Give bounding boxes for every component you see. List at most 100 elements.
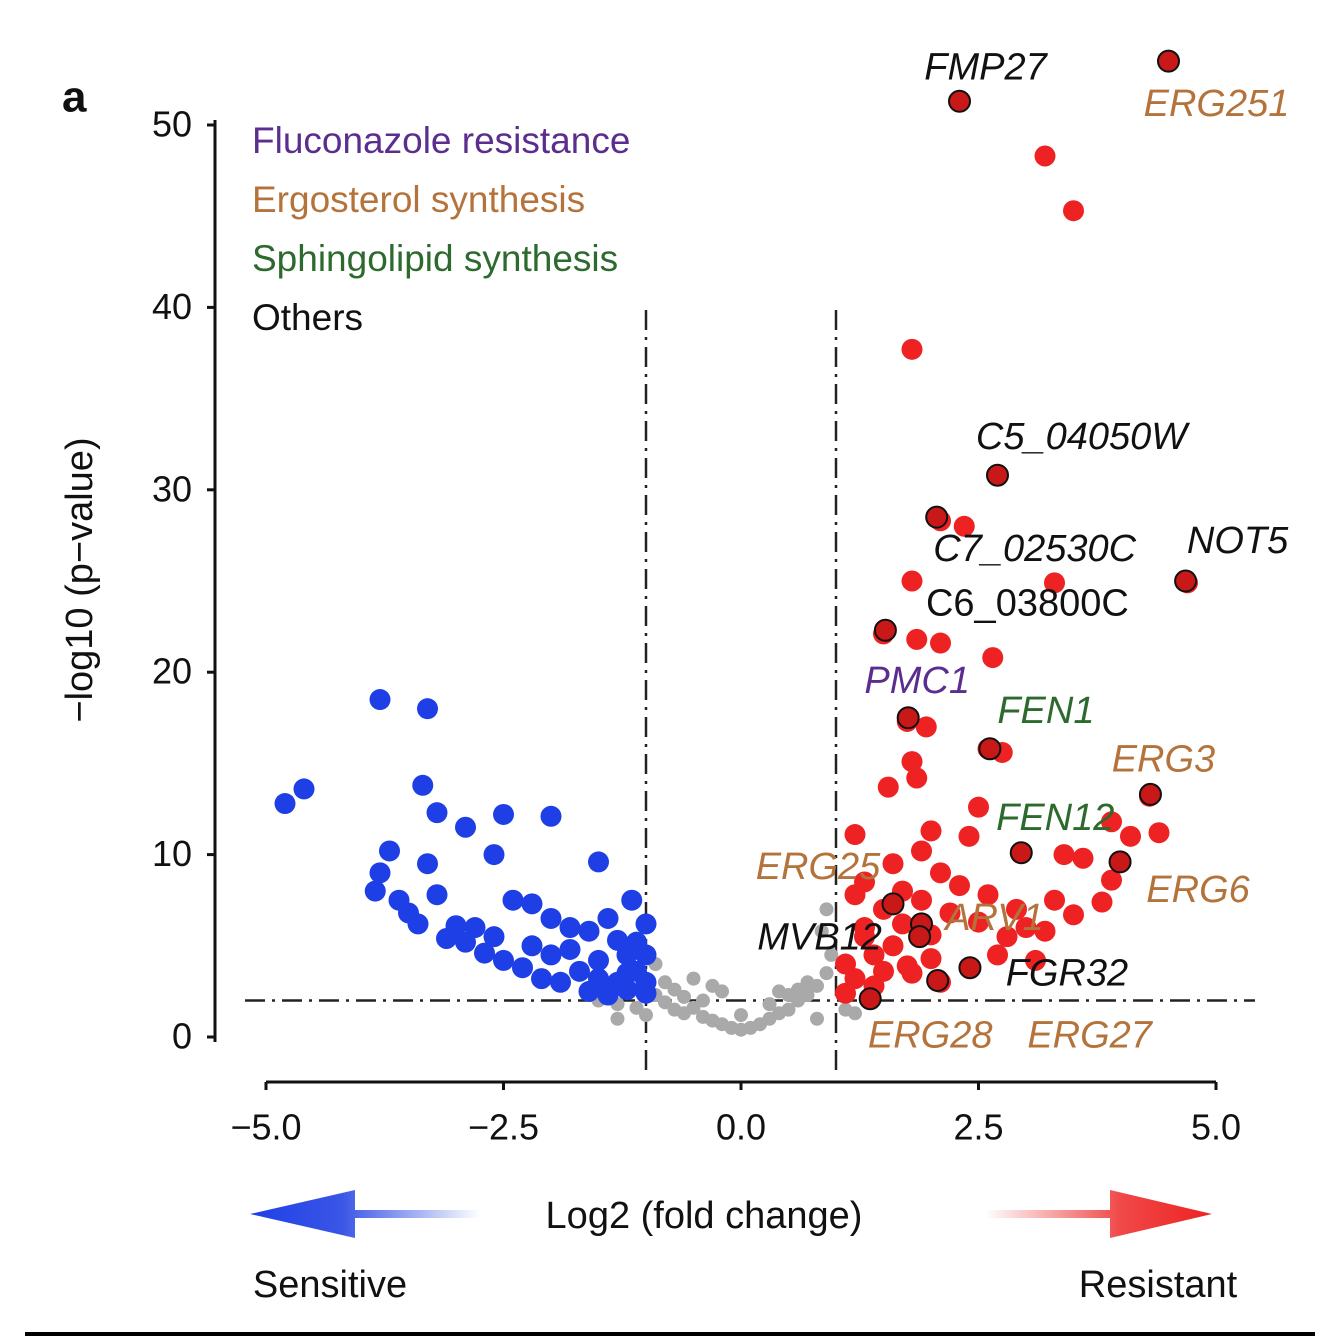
point xyxy=(854,926,875,948)
point xyxy=(1025,949,1046,971)
point xyxy=(987,944,1008,966)
point xyxy=(588,949,609,971)
point xyxy=(483,844,505,866)
point xyxy=(426,802,448,824)
y-axis-title: −log10 (p−value) xyxy=(59,437,101,722)
point xyxy=(559,917,581,939)
point xyxy=(274,793,296,815)
highlight-point xyxy=(896,706,920,730)
point xyxy=(559,938,581,960)
point xyxy=(896,955,918,977)
point xyxy=(540,907,562,929)
point xyxy=(686,971,701,986)
point xyxy=(436,928,457,950)
point xyxy=(588,851,609,873)
y-tick-label: 20 xyxy=(152,651,192,692)
point xyxy=(892,913,913,935)
point xyxy=(1063,904,1084,926)
point xyxy=(686,1000,701,1015)
highlight-point xyxy=(978,737,1002,761)
point xyxy=(493,949,514,971)
point xyxy=(474,942,495,964)
point xyxy=(658,995,672,1010)
gene-label: ARV1 xyxy=(943,897,1044,939)
gene-label: MVB12 xyxy=(757,917,882,959)
point xyxy=(512,957,533,979)
point xyxy=(911,889,932,911)
point xyxy=(939,902,961,924)
plot-area: 0 10 20 30 40 50 −5.0 −2.5 0.0 2.5 5.0 FMP27 ERG251 C… xyxy=(152,46,1289,1147)
point xyxy=(521,935,543,957)
highlight-point xyxy=(1009,841,1033,865)
x-tick-label: 5.0 xyxy=(1191,1107,1241,1148)
highlight-point xyxy=(1157,49,1180,73)
panel-label: a xyxy=(62,73,87,122)
point xyxy=(417,698,438,720)
point xyxy=(882,853,904,875)
gene-label: ERG25 xyxy=(756,846,881,888)
point xyxy=(412,774,434,796)
highlight-point xyxy=(958,956,982,980)
x-tick-label: −5.0 xyxy=(230,1107,301,1148)
gene-label: FGR32 xyxy=(1006,953,1128,995)
point xyxy=(920,948,942,970)
point xyxy=(915,716,937,738)
point xyxy=(882,935,904,957)
point xyxy=(417,853,438,875)
x-tick-label: 0.0 xyxy=(716,1107,766,1148)
point xyxy=(996,926,1018,948)
point xyxy=(578,920,600,942)
legend-entry: Others xyxy=(252,297,363,338)
gene-label: ERG6 xyxy=(1146,869,1250,911)
highlight-point xyxy=(1138,782,1162,806)
point xyxy=(734,1008,748,1023)
point xyxy=(493,803,514,825)
point xyxy=(1063,200,1084,222)
gene-label: C6_03800C xyxy=(926,582,1129,624)
resistant-label: Resistant xyxy=(1079,1264,1238,1306)
point xyxy=(762,997,777,1012)
y-tick-label: 40 xyxy=(152,286,192,327)
point xyxy=(639,1008,653,1023)
y-tick-label: 30 xyxy=(152,468,192,509)
point xyxy=(1072,847,1094,869)
x-tick-label: −2.5 xyxy=(468,1107,539,1148)
point xyxy=(819,902,834,917)
gene-label: ERG3 xyxy=(1112,738,1215,780)
point xyxy=(844,884,866,906)
point xyxy=(550,971,571,993)
point xyxy=(1101,811,1122,833)
point xyxy=(814,924,829,939)
point xyxy=(696,993,710,1008)
point xyxy=(597,907,619,929)
point xyxy=(877,776,899,798)
point xyxy=(667,982,682,997)
gene-label: FEN1 xyxy=(997,690,1094,732)
point xyxy=(369,862,391,884)
point xyxy=(677,989,691,1004)
point xyxy=(1044,572,1065,594)
point xyxy=(920,820,942,842)
highlight-point xyxy=(986,463,1009,487)
x-axis-title: Log2 (fold change) xyxy=(546,1195,863,1237)
point xyxy=(379,840,400,862)
point xyxy=(705,978,720,993)
point xyxy=(610,1011,625,1026)
point xyxy=(1148,822,1170,844)
point xyxy=(455,931,476,953)
point xyxy=(982,647,1004,669)
point xyxy=(569,960,590,982)
point xyxy=(658,975,672,990)
point xyxy=(953,515,975,537)
highlight-point xyxy=(1174,569,1198,593)
point xyxy=(531,968,552,990)
point xyxy=(848,1006,862,1021)
highlight-point xyxy=(925,505,949,529)
point xyxy=(588,968,609,990)
point xyxy=(819,966,834,981)
point xyxy=(502,889,524,911)
point xyxy=(844,824,866,846)
point xyxy=(635,982,657,1004)
point xyxy=(364,880,386,902)
point xyxy=(635,913,657,935)
